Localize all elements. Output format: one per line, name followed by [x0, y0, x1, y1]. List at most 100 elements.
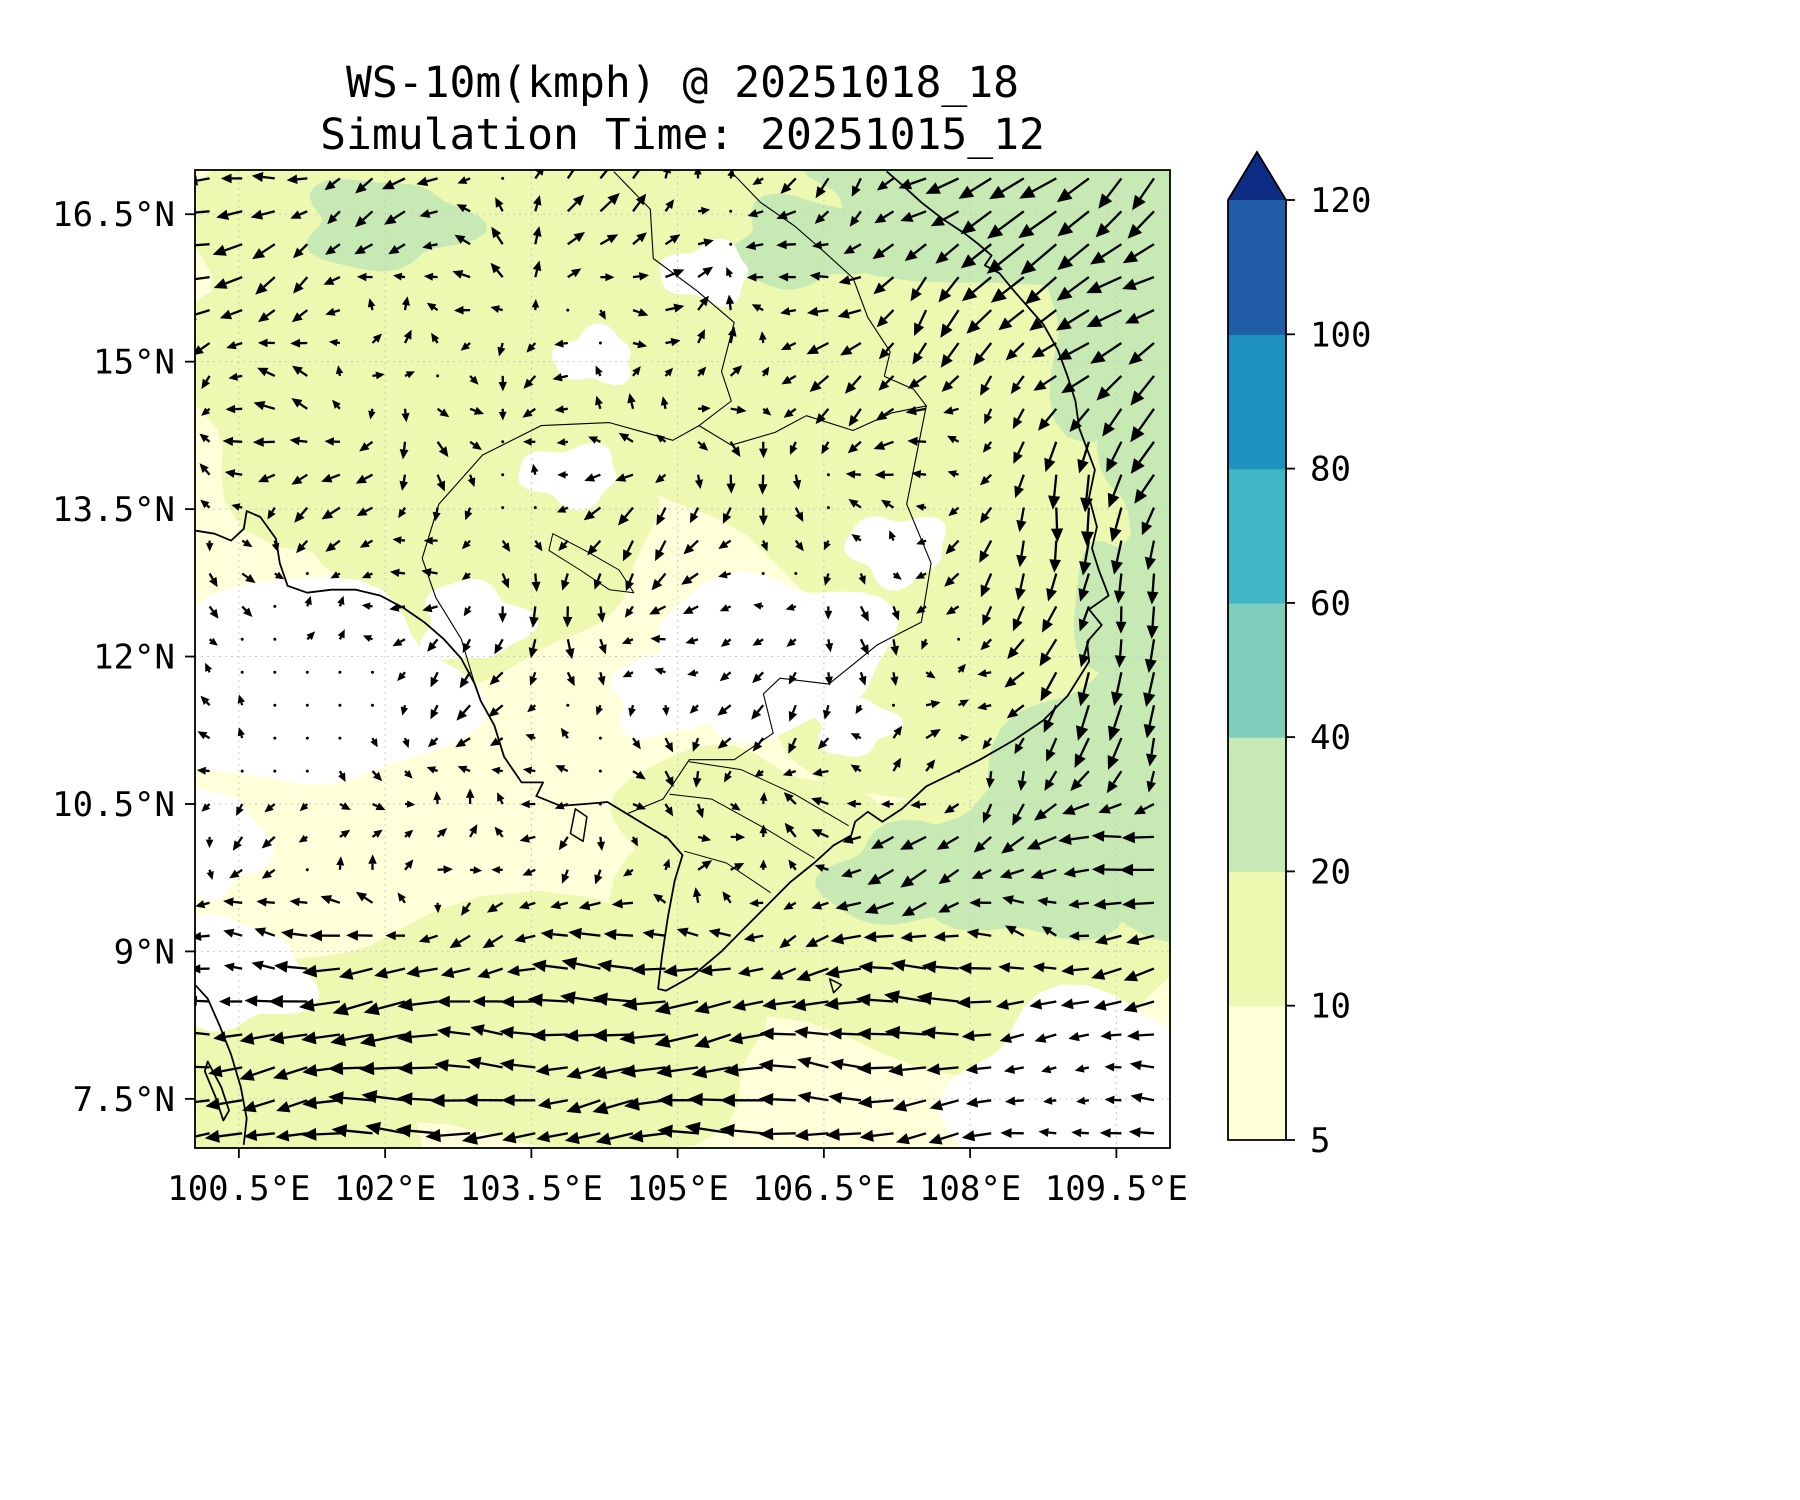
wind-arrow-shaft [567, 237, 577, 246]
wind-arrow-shaft [697, 209, 702, 213]
wind-arrow-head [788, 743, 797, 754]
wind-arrow-head [422, 603, 433, 613]
wind-arrow-shaft [1073, 802, 1090, 811]
wind-arrow-shaft [789, 374, 797, 381]
wind-arrow-shaft [1048, 441, 1058, 461]
wind-arrow-shaft [989, 770, 993, 779]
colorbar-tick-label: 20 [1310, 852, 1351, 892]
wind-arrow-shaft [351, 967, 373, 975]
wind-arrow-shaft [599, 200, 612, 213]
wind-arrow-shaft [660, 898, 667, 904]
wind-arrow-head [1046, 588, 1057, 602]
wind-arrow-shaft [827, 672, 831, 677]
wind-arrow-shaft [653, 932, 666, 937]
wind-arrow-head [811, 797, 822, 806]
wind-arrow-head [838, 275, 851, 285]
wind-arrow-head [426, 302, 437, 311]
wind-arrow-head [900, 211, 914, 222]
wind-arrow-head [1014, 485, 1024, 499]
wind-arrow-head [966, 928, 979, 939]
wind-arrow-head [216, 209, 229, 220]
wind-arrow-shaft [910, 868, 927, 882]
wind-arrow-shaft [1045, 638, 1058, 656]
wind-arrow-shaft [925, 733, 934, 740]
wind-arrow-head [694, 170, 702, 175]
wind-arrow-shaft [632, 275, 640, 279]
wind-arrow-shaft [668, 1000, 699, 1010]
wind-arrow-head [477, 968, 491, 979]
wind-arrow-head [253, 401, 266, 411]
wind-arrow-head [957, 663, 966, 673]
wind-arrow-shaft [892, 765, 898, 772]
wind-arrow-head [327, 213, 338, 225]
wind-arrow-shaft [338, 770, 343, 775]
wind-arrow-shaft [1140, 1064, 1155, 1069]
wind-arrow-shaft [270, 803, 276, 808]
wind-arrow-shaft [467, 507, 472, 513]
wind-arrow-shaft [1137, 934, 1155, 941]
wind-arrow-shaft [944, 243, 960, 257]
wind-arrow-shaft [362, 177, 374, 188]
wind-arrow-shaft [1108, 802, 1122, 810]
wind-arrow-head [320, 895, 332, 905]
wind-arrow-head [888, 1063, 903, 1077]
wind-arrow-head [758, 1093, 774, 1106]
wind-arrow-head [719, 1123, 735, 1138]
wind-arrow-head [304, 595, 312, 606]
wind-arrow-shaft [690, 605, 699, 611]
wind-arrow-head [243, 1129, 258, 1141]
wind-arrow-shaft [820, 800, 829, 806]
wind-arrow-shaft [1079, 737, 1090, 757]
wind-arrow-head [898, 178, 913, 190]
wind-arrow-shaft [664, 803, 670, 810]
wind-arrow-head [627, 393, 636, 404]
wind-arrow-head [1015, 587, 1026, 601]
x-tick-label: 100.5°E [167, 1169, 310, 1209]
wind-arrow-shaft [371, 737, 375, 741]
wind-arrow-shaft [1112, 474, 1123, 496]
wind-arrow-shaft [1139, 177, 1155, 199]
wind-arrow-calm [566, 308, 570, 312]
wind-arrow-shaft [332, 539, 341, 547]
wind-arrow-head [747, 209, 758, 218]
wind-arrow-head [525, 733, 535, 741]
wind-arrow-shaft [534, 204, 539, 212]
wind-arrow-head [683, 543, 695, 555]
wind-arrow-head [911, 470, 922, 479]
wind-arrow-shaft [665, 272, 676, 279]
wind-arrow-head [354, 244, 366, 255]
wind-arrow-shaft [548, 1132, 569, 1138]
wind-arrow-shaft [848, 308, 862, 315]
wind-arrow-head [497, 346, 506, 357]
wind-arrow-shaft [552, 933, 568, 937]
wind-arrow-head [489, 674, 500, 686]
wind-arrow-shaft [1043, 966, 1057, 970]
wind-arrow-shaft [697, 372, 702, 377]
wind-arrow-shaft [1137, 342, 1155, 357]
wind-arrow-shaft [261, 243, 276, 254]
wind-arrow-shaft [870, 1066, 894, 1070]
wind-arrow-shaft [987, 408, 993, 416]
wind-arrow-shaft [306, 603, 310, 607]
wind-arrow-shaft [393, 210, 406, 220]
wind-arrow-head [689, 512, 699, 524]
wind-arrow-head [1126, 934, 1140, 946]
wind-arrow-head [212, 244, 227, 256]
wind-arrow-head [255, 282, 268, 295]
wind-arrow-shaft [727, 770, 732, 776]
wind-arrow-shaft [497, 737, 504, 743]
wind-arrow-head [663, 964, 678, 977]
wind-arrow-head [958, 962, 972, 975]
wind-arrow-calm [501, 506, 505, 510]
wind-arrow-head [979, 550, 990, 563]
wind-arrow-head [1130, 390, 1145, 406]
wind-arrow-shaft [299, 370, 308, 377]
wind-arrow-head [554, 801, 565, 810]
wind-arrow-head [689, 704, 699, 714]
wind-arrow-head [196, 766, 206, 775]
wind-arrow-head [780, 182, 792, 194]
wind-arrow-shaft [913, 243, 927, 255]
wind-arrow-shaft [632, 237, 641, 246]
wind-arrow-head [205, 543, 214, 552]
wind-arrow-shaft [786, 243, 796, 246]
